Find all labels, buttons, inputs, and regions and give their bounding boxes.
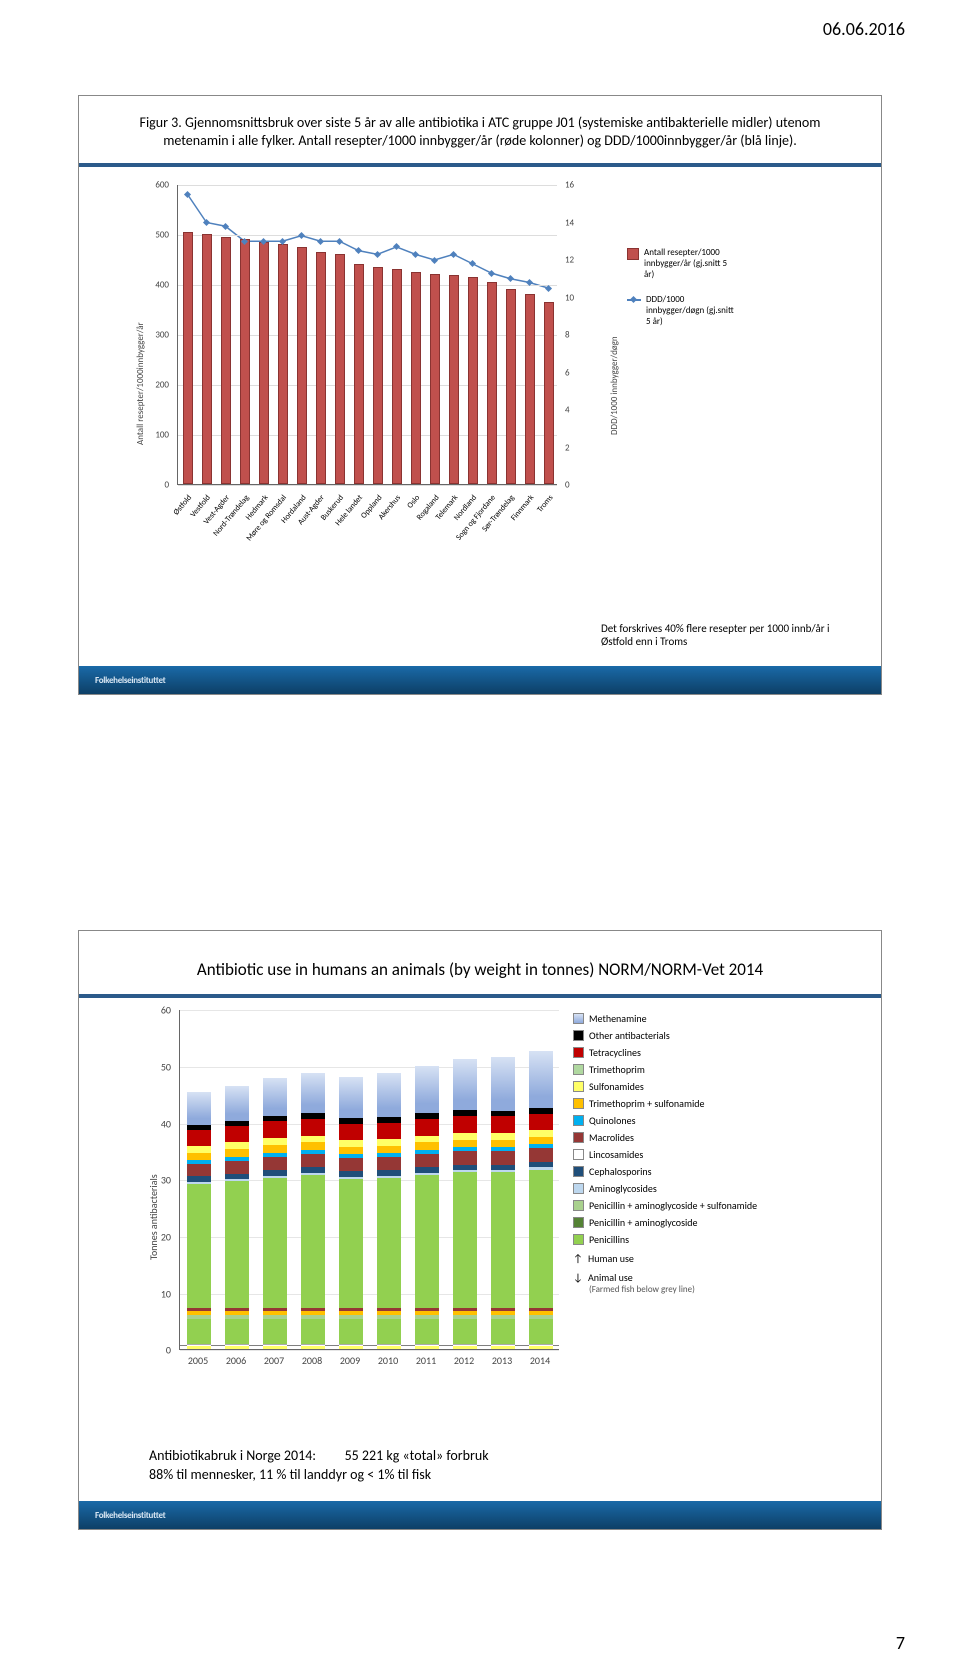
slide2-bottom: Antibiotikabruk i Norge 2014: 55 221 kg … xyxy=(149,1447,489,1485)
ylabel-right: DDD/1000 innbygger/døgn xyxy=(609,336,620,435)
chart1-plot xyxy=(177,185,557,485)
yaxis-right: 0246810121416 xyxy=(561,185,591,485)
bt1: Antibiotikabruk i Norge 2014: xyxy=(149,1447,316,1464)
legend1-line-label: DDD/1000 innbygger/døgn (gj.snitt 5 år) xyxy=(646,294,737,327)
slide1-title: Figur 3. Gjennomsnittsbruk over siste 5 … xyxy=(79,96,881,157)
slide2-title: Antibiotic use in humans an animals (by … xyxy=(79,931,881,988)
ylabel-left: Antall resepter/1000innbygger/år xyxy=(135,322,146,445)
slide1-footnote: Det forskrives 40% flere resepter per 10… xyxy=(601,622,831,648)
page-date: 06.06.2016 xyxy=(823,18,905,40)
chart2-plot xyxy=(179,1010,559,1350)
chart2: 0102030405060 Tonnes antibacterials 2005… xyxy=(137,1010,817,1410)
slide-2: Antibiotic use in humans an animals (by … xyxy=(78,930,882,1530)
bt1b: 55 221 kg «total» forbruk xyxy=(345,1447,489,1464)
page-number: 7 xyxy=(896,1632,905,1654)
legend1-bar: Antall resepter/1000 innbygger/år (gj.sn… xyxy=(627,247,737,280)
slide1-footer: Folkehelseinstituttet xyxy=(79,666,881,694)
legend1-line-swatch xyxy=(627,299,641,301)
legend2: MethenamineOther antibacterialsTetracycl… xyxy=(573,1012,793,1295)
xlabels1: ØstfoldVestfoldVest-AgderNord-TrøndelagH… xyxy=(177,487,557,547)
bt2: 88% til mennesker, 11 % til landdyr og <… xyxy=(149,1466,431,1483)
ylabel2: Tonnes antibacterials xyxy=(147,1175,160,1261)
legend1-bar-swatch xyxy=(627,248,639,260)
legend1: Antall resepter/1000 innbygger/år (gj.sn… xyxy=(627,247,737,341)
title-rule xyxy=(79,163,881,167)
title-rule-2 xyxy=(79,994,881,998)
legend1-bar-label: Antall resepter/1000 innbygger/år (gj.sn… xyxy=(644,247,737,280)
slide2-brand: Folkehelseinstituttet xyxy=(79,1501,881,1521)
legend1-line: DDD/1000 innbygger/døgn (gj.snitt 5 år) xyxy=(627,294,737,327)
slide2-footer: Folkehelseinstituttet xyxy=(79,1501,881,1529)
chart1: 0100200300400500600 Antall resepter/1000… xyxy=(117,185,717,545)
slide-1: Figur 3. Gjennomsnittsbruk over siste 5 … xyxy=(78,95,882,695)
slide1-brand: Folkehelseinstituttet xyxy=(79,666,881,686)
